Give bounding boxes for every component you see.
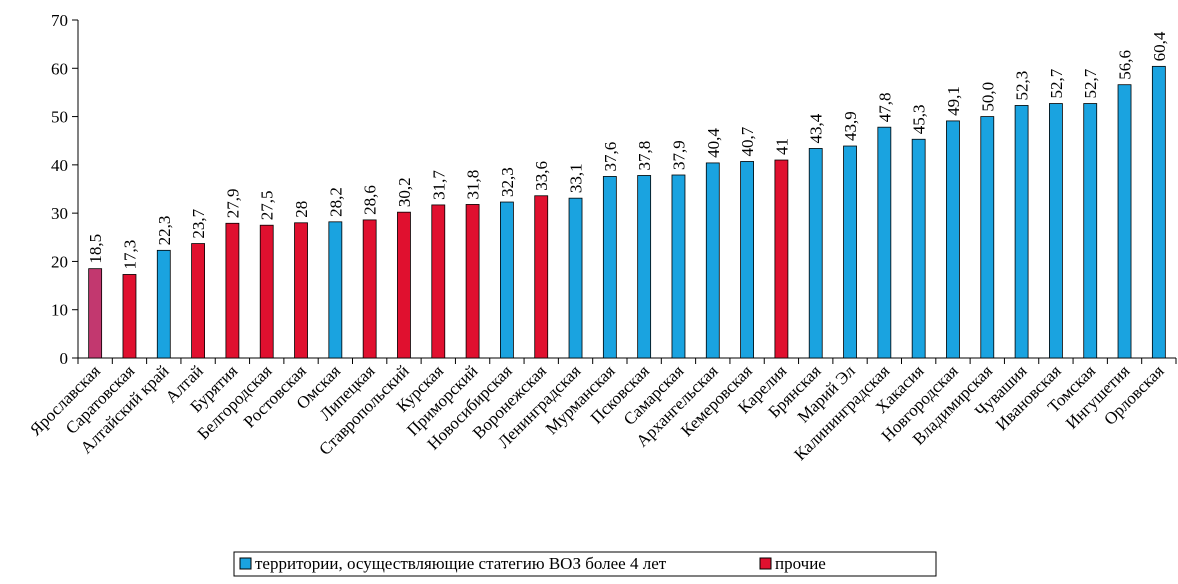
value-label: 52,3 bbox=[1013, 71, 1032, 101]
bar bbox=[568, 197, 583, 359]
legend-label: прочие bbox=[775, 554, 826, 573]
value-label: 43,9 bbox=[841, 111, 860, 141]
value-label: 27,9 bbox=[223, 189, 242, 219]
value-label: 22,3 bbox=[155, 216, 174, 246]
value-label: 40,7 bbox=[738, 126, 757, 156]
bar bbox=[843, 145, 857, 359]
value-label: 33,6 bbox=[532, 161, 551, 191]
value-label: 37,6 bbox=[601, 142, 620, 172]
y-tick-label: 0 bbox=[60, 349, 69, 368]
bar bbox=[808, 148, 823, 359]
bar bbox=[1014, 105, 1029, 359]
value-label: 28 bbox=[292, 201, 311, 218]
legend-swatch bbox=[239, 557, 252, 570]
bar bbox=[156, 249, 171, 359]
bar bbox=[122, 274, 137, 359]
value-label: 18,5 bbox=[86, 234, 105, 264]
value-label: 31,7 bbox=[429, 170, 448, 200]
y-tick-label: 60 bbox=[51, 59, 68, 78]
bar bbox=[465, 204, 480, 359]
bar bbox=[671, 174, 686, 359]
value-label: 28,6 bbox=[361, 185, 380, 215]
y-tick-label: 50 bbox=[51, 108, 68, 127]
bar bbox=[1049, 103, 1063, 359]
bar bbox=[191, 243, 205, 359]
value-label: 30,2 bbox=[395, 177, 414, 207]
bar bbox=[88, 268, 103, 359]
value-label: 23,7 bbox=[189, 208, 208, 238]
bar bbox=[911, 138, 926, 359]
bar bbox=[500, 201, 514, 359]
value-label: 37,8 bbox=[635, 141, 654, 171]
value-label: 37,9 bbox=[669, 140, 688, 170]
bar bbox=[740, 161, 754, 359]
legend-swatch bbox=[759, 557, 772, 570]
y-tick-label: 10 bbox=[51, 301, 68, 320]
bar bbox=[431, 204, 446, 359]
value-label: 28,2 bbox=[326, 187, 345, 217]
y-tick-label: 30 bbox=[51, 204, 68, 223]
bar bbox=[946, 120, 960, 359]
value-label: 56,6 bbox=[1116, 50, 1135, 80]
bar bbox=[362, 219, 377, 359]
bar bbox=[259, 224, 274, 359]
value-label: 40,4 bbox=[704, 128, 723, 158]
bar bbox=[877, 126, 892, 359]
value-label: 17,3 bbox=[120, 240, 139, 270]
bar bbox=[980, 116, 995, 359]
bar bbox=[705, 162, 720, 359]
bar bbox=[637, 175, 652, 359]
y-tick-label: 70 bbox=[51, 11, 68, 30]
bar bbox=[294, 222, 308, 359]
value-label: 60,4 bbox=[1150, 31, 1169, 61]
bar bbox=[1117, 84, 1132, 359]
bar bbox=[225, 222, 240, 359]
value-label: 33,1 bbox=[567, 163, 586, 193]
value-label: 41 bbox=[772, 138, 791, 155]
bar bbox=[602, 176, 617, 359]
y-tick-label: 20 bbox=[51, 252, 68, 271]
bar bbox=[774, 159, 789, 359]
bar bbox=[1083, 103, 1098, 359]
bar bbox=[1151, 65, 1166, 359]
value-label: 45,3 bbox=[910, 105, 929, 135]
bar bbox=[397, 211, 411, 359]
bar bbox=[328, 221, 343, 359]
value-label: 31,8 bbox=[464, 170, 483, 200]
value-label: 52,7 bbox=[1047, 68, 1066, 98]
value-label: 43,4 bbox=[807, 113, 826, 143]
bar bbox=[534, 195, 549, 359]
legend-label: территории, осуществляющие статегию ВОЗ … bbox=[255, 554, 667, 573]
legend-box bbox=[233, 551, 937, 577]
value-label: 49,1 bbox=[944, 86, 963, 116]
value-label: 47,8 bbox=[875, 92, 894, 122]
value-label: 52,7 bbox=[1081, 68, 1100, 98]
value-label: 50,0 bbox=[978, 82, 997, 112]
y-tick-label: 40 bbox=[51, 156, 68, 175]
value-label: 32,3 bbox=[498, 167, 517, 197]
value-label: 27,5 bbox=[258, 190, 277, 220]
